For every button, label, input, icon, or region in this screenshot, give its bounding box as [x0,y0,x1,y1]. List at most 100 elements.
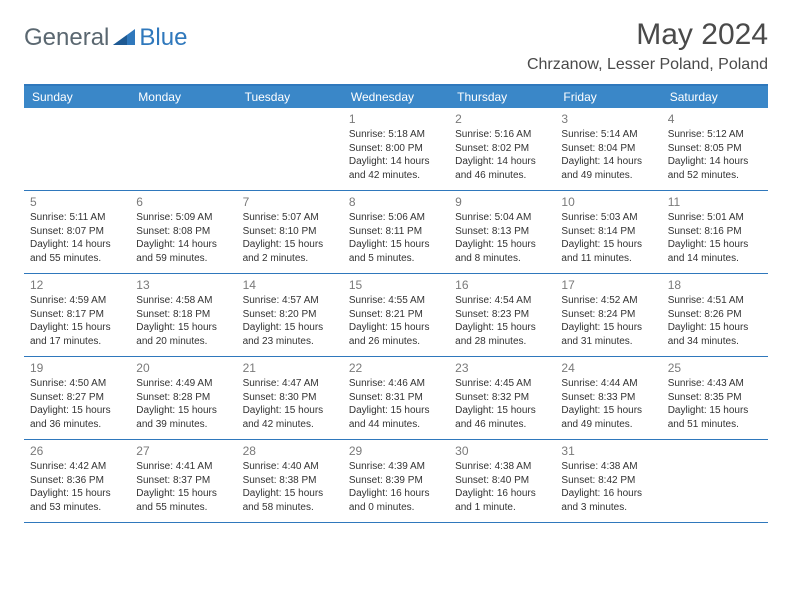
day-number: 30 [455,444,549,458]
daylight-line-2: and 26 minutes. [349,335,443,349]
month-title: May 2024 [527,18,768,52]
daylight-line-1: Daylight: 15 hours [243,487,337,501]
day-number: 8 [349,195,443,209]
daylight-line-1: Daylight: 15 hours [561,238,655,252]
day-number: 2 [455,112,549,126]
daylight-line-2: and 11 minutes. [561,252,655,266]
sunset-line: Sunset: 8:05 PM [668,142,762,156]
day-number: 26 [30,444,124,458]
weekday-label: Thursday [449,86,555,108]
sunrise-line: Sunrise: 4:38 AM [455,460,549,474]
title-block: May 2024 Chrzanow, Lesser Poland, Poland [527,18,768,74]
sunset-line: Sunset: 8:24 PM [561,308,655,322]
day-number: 17 [561,278,655,292]
sunset-line: Sunset: 8:30 PM [243,391,337,405]
daylight-line-2: and 39 minutes. [136,418,230,432]
daylight-line-2: and 52 minutes. [668,169,762,183]
sunset-line: Sunset: 8:42 PM [561,474,655,488]
sunset-line: Sunset: 8:38 PM [243,474,337,488]
week-row: 26Sunrise: 4:42 AMSunset: 8:36 PMDayligh… [24,440,768,523]
day-number: 6 [136,195,230,209]
sunrise-line: Sunrise: 4:51 AM [668,294,762,308]
daylight-line-1: Daylight: 15 hours [243,404,337,418]
sunrise-line: Sunrise: 4:52 AM [561,294,655,308]
sunrise-line: Sunrise: 4:38 AM [561,460,655,474]
daylight-line-2: and 42 minutes. [349,169,443,183]
day-number: 11 [668,195,762,209]
daylight-line-1: Daylight: 15 hours [349,238,443,252]
daylight-line-2: and 36 minutes. [30,418,124,432]
weekday-label: Saturday [662,86,768,108]
day-cell: 5Sunrise: 5:11 AMSunset: 8:07 PMDaylight… [24,191,130,273]
empty-cell [130,108,236,190]
day-number: 31 [561,444,655,458]
sunrise-line: Sunrise: 4:58 AM [136,294,230,308]
day-number: 21 [243,361,337,375]
daylight-line-1: Daylight: 15 hours [455,404,549,418]
daylight-line-2: and 58 minutes. [243,501,337,515]
daylight-line-1: Daylight: 15 hours [136,487,230,501]
sunrise-line: Sunrise: 4:47 AM [243,377,337,391]
daylight-line-2: and 49 minutes. [561,418,655,432]
weekday-label: Monday [130,86,236,108]
day-number: 19 [30,361,124,375]
daylight-line-1: Daylight: 16 hours [561,487,655,501]
sunrise-line: Sunrise: 4:42 AM [30,460,124,474]
sunset-line: Sunset: 8:17 PM [30,308,124,322]
day-number: 16 [455,278,549,292]
day-cell: 2Sunrise: 5:16 AMSunset: 8:02 PMDaylight… [449,108,555,190]
daylight-line-2: and 28 minutes. [455,335,549,349]
sunrise-line: Sunrise: 4:40 AM [243,460,337,474]
sunset-line: Sunset: 8:18 PM [136,308,230,322]
day-cell: 3Sunrise: 5:14 AMSunset: 8:04 PMDaylight… [555,108,661,190]
sunrise-line: Sunrise: 5:12 AM [668,128,762,142]
daylight-line-1: Daylight: 14 hours [136,238,230,252]
day-number: 29 [349,444,443,458]
daylight-line-2: and 51 minutes. [668,418,762,432]
daylight-line-2: and 55 minutes. [136,501,230,515]
day-cell: 8Sunrise: 5:06 AMSunset: 8:11 PMDaylight… [343,191,449,273]
day-cell: 14Sunrise: 4:57 AMSunset: 8:20 PMDayligh… [237,274,343,356]
daylight-line-2: and 49 minutes. [561,169,655,183]
daylight-line-2: and 55 minutes. [30,252,124,266]
day-cell: 31 Sunrise: 4:38 AMSunset: 8:42 PMDayligh… [555,440,661,522]
sunset-line: Sunset: 8:40 PM [455,474,549,488]
day-number: 13 [136,278,230,292]
daylight-line-2: and 59 minutes. [136,252,230,266]
sunset-line: Sunset: 8:26 PM [668,308,762,322]
daylight-line-1: Daylight: 15 hours [455,321,549,335]
day-cell: 20Sunrise: 4:49 AMSunset: 8:28 PMDayligh… [130,357,236,439]
day-cell: 25Sunrise: 4:43 AMSunset: 8:35 PMDayligh… [662,357,768,439]
daylight-line-2: and 3 minutes. [561,501,655,515]
brand-logo: General Blue [24,24,187,52]
sunset-line: Sunset: 8:36 PM [30,474,124,488]
week-row: 1Sunrise: 5:18 AMSunset: 8:00 PMDaylight… [24,108,768,191]
day-cell: 26 Sunrise: 4:42 AMSunset: 8:36 PMDayligh… [24,440,130,522]
day-cell: 30Sunrise: 4:38 AMSunset: 8:40 PMDayligh… [449,440,555,522]
sunset-line: Sunset: 8:11 PM [349,225,443,239]
weekday-label: Tuesday [237,86,343,108]
day-number: 10 [561,195,655,209]
daylight-line-2: and 5 minutes. [349,252,443,266]
day-cell: 13Sunrise: 4:58 AMSunset: 8:18 PMDayligh… [130,274,236,356]
daylight-line-1: Daylight: 14 hours [349,155,443,169]
daylight-line-2: and 44 minutes. [349,418,443,432]
day-cell: 17Sunrise: 4:52 AMSunset: 8:24 PMDayligh… [555,274,661,356]
sunrise-line: Sunrise: 4:44 AM [561,377,655,391]
sunrise-line: Sunrise: 4:43 AM [668,377,762,391]
daylight-line-1: Daylight: 15 hours [455,238,549,252]
sunset-line: Sunset: 8:27 PM [30,391,124,405]
day-number: 15 [349,278,443,292]
day-number: 18 [668,278,762,292]
sunset-line: Sunset: 8:10 PM [243,225,337,239]
weeks-container: 1Sunrise: 5:18 AMSunset: 8:00 PMDaylight… [24,108,768,523]
sunrise-line: Sunrise: 4:50 AM [30,377,124,391]
day-number: 14 [243,278,337,292]
sunrise-line: Sunrise: 4:49 AM [136,377,230,391]
sunrise-line: Sunrise: 4:57 AM [243,294,337,308]
daylight-line-1: Daylight: 15 hours [30,487,124,501]
sunrise-line: Sunrise: 4:46 AM [349,377,443,391]
daylight-line-2: and 20 minutes. [136,335,230,349]
day-cell: 28Sunrise: 4:40 AMSunset: 8:38 PMDayligh… [237,440,343,522]
empty-cell [237,108,343,190]
